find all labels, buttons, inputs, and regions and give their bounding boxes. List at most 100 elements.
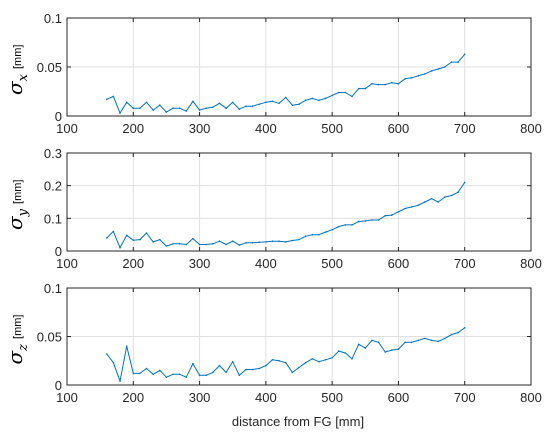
sigma-y-data-point	[417, 204, 420, 207]
sigma-y-plot-area	[67, 153, 531, 251]
sigma-x-y-tick-label: 0.05	[37, 60, 62, 75]
sigma-y-data-point	[159, 238, 161, 241]
sigma-z-data-point	[139, 372, 141, 375]
sigma-y-axes-box	[66, 152, 532, 252]
sigma-y-data-point	[457, 191, 459, 193]
sigma-y-data-point	[351, 224, 353, 226]
sigma-z-x-tick-label: 100	[56, 390, 78, 405]
sigma-y-x-tick-label: 100	[56, 256, 78, 271]
sigma-x-data-point	[106, 98, 108, 101]
sigma-x-data-point	[324, 97, 327, 100]
sigma-x-data-point	[265, 101, 267, 104]
sigma-z-data-point	[430, 339, 433, 342]
x-axis-label: distance from FG [mm]	[232, 414, 364, 429]
sigma-x-data-point	[291, 104, 294, 106]
sigma-y-y-tick-label: 0.3	[44, 146, 62, 161]
sigma-y-x-tick-label: 600	[388, 256, 410, 271]
sigma-z-data-point	[192, 362, 194, 365]
sigma-x-data-point	[159, 104, 161, 106]
sigma-z-x-tick-label: 800	[520, 390, 542, 405]
sigma-z-data-point	[450, 333, 453, 336]
sigma-y-data-point	[430, 197, 433, 200]
sigma-y-data-point	[304, 235, 307, 238]
sigma-z-data-point	[371, 339, 373, 342]
sigma-y-data-point	[112, 230, 115, 233]
sigma-y-data-point	[265, 241, 267, 243]
sigma-y-subscript: y	[16, 208, 31, 217]
sigma-x-x-tick-label: 800	[520, 121, 542, 136]
sigma-z-data-point	[397, 348, 400, 350]
sigma-x-data-point	[284, 96, 287, 99]
sigma-x-data-point	[112, 95, 115, 98]
sigma-z-data-point	[291, 371, 294, 374]
sigma-y-x-tick-label: 800	[520, 256, 542, 271]
sigma-z-data-point	[185, 376, 188, 379]
sigma-z-data-point	[212, 371, 214, 374]
sigma-z-data-point	[165, 376, 168, 379]
sigma-y-panel: 100 200 300 400 500 600 700 800 0 0.1 0.2 0.3 σy [mm]	[3, 146, 542, 271]
sigma-x-y-tick-label: 0	[55, 109, 62, 124]
sigma-x-data-point	[377, 83, 380, 86]
sigma-y-x-tick-label: 200	[122, 256, 144, 271]
sigma-x-x-tick-label: 700	[454, 121, 476, 136]
sigma-z-data-point	[384, 351, 387, 353]
sigma-z-data-point	[278, 360, 280, 362]
sigma-z-data-point	[437, 340, 440, 343]
sigma-x-data-point	[278, 102, 280, 105]
sigma-y-x-tick-label: 300	[189, 256, 211, 271]
sigma-x-data-point	[132, 107, 135, 109]
sigma-y-data-point	[205, 243, 207, 246]
sigma-y-data-point	[258, 241, 261, 243]
sigma-x-y-axis-label: σx [mm]	[3, 45, 31, 95]
sigma-y-data-point	[404, 207, 406, 210]
sigma-y-data-point	[139, 238, 141, 241]
sigma-y-data-point	[298, 238, 300, 241]
sigma-z-data-point	[357, 343, 360, 346]
sigma-x-data-point	[417, 75, 420, 77]
sigma-y-y-tick-label: 0.1	[44, 211, 62, 226]
sigma-y-data-point	[152, 241, 154, 243]
sigma-z-data-point	[152, 373, 154, 376]
sigma-y-data-point	[251, 242, 254, 244]
sigma-x-data-point	[338, 91, 340, 94]
sigma-z-data-point	[311, 358, 314, 360]
sigma-x-data-point	[238, 108, 241, 110]
sigma-y-y-tick-label: 0.2	[44, 179, 62, 194]
sigma-y-data-point	[145, 232, 148, 234]
sigma-y-data-point	[357, 220, 360, 223]
sigma-z-data-point	[145, 367, 148, 370]
sigma-z-data-point	[444, 337, 446, 340]
sigma-x-symbol: σ	[3, 80, 27, 95]
sigma-x-data-point	[139, 107, 141, 109]
sigma-y-data-point	[324, 231, 327, 233]
sigma-y-data-point	[245, 242, 247, 244]
sigma-y-data-point	[311, 233, 314, 236]
sigma-x-data-point	[251, 105, 254, 107]
sigma-z-data-point	[298, 366, 300, 369]
sigma-y-data-point	[338, 225, 340, 228]
sigma-x-data-point	[212, 106, 214, 108]
sigma-x-data-point	[198, 109, 201, 111]
sigma-z-x-tick-label: 700	[454, 390, 476, 405]
sigma-z-subscript: z	[16, 344, 31, 352]
sigma-x-data-point	[397, 82, 400, 85]
sigma-z-data-point	[284, 361, 287, 364]
sigma-x-data-point	[231, 101, 234, 104]
sigma-z-y-tick-label: 0.1	[44, 281, 62, 296]
sigma-z-data-point	[245, 368, 247, 371]
sigma-z-data-point	[258, 367, 261, 370]
sigma-y-data-point	[377, 219, 380, 221]
sigma-y-data-point	[444, 196, 446, 198]
sigma-y-data-point	[384, 214, 387, 217]
sigma-y-data-point	[450, 194, 453, 197]
sigma-y-data-point	[364, 220, 367, 222]
sigma-x-data-point	[271, 100, 274, 103]
sigma-y-x-tick-label: 700	[454, 256, 476, 271]
sigma-z-data-point	[404, 341, 406, 344]
sigma-x-panel: 100 200 300 400 500 600 700 800 0 0.05 0.1 σx [mm]	[3, 11, 542, 136]
sigma-y-data-point	[185, 243, 188, 246]
sigma-z-data-point	[304, 361, 307, 364]
sigma-z-y-tick-label: 0	[55, 378, 62, 393]
sigma-z-data-point	[178, 373, 181, 376]
